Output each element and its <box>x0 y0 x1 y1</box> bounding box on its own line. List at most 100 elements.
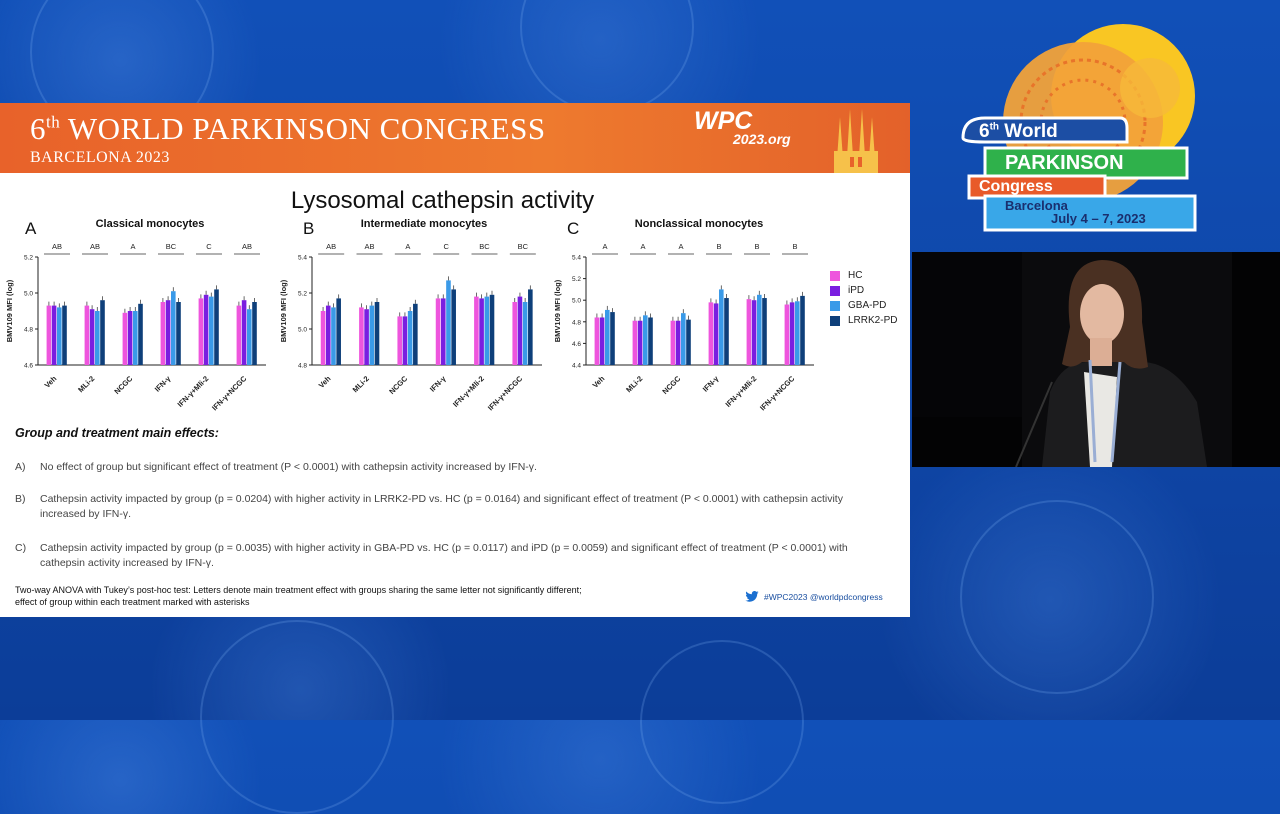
wpc-logo-text: WPC <box>694 107 753 135</box>
bar <box>528 289 533 365</box>
bar <box>325 305 331 365</box>
bar <box>605 309 610 365</box>
y-tick-label: 4.8 <box>572 319 581 326</box>
bar <box>374 302 380 365</box>
significance-letter: AB <box>242 242 252 251</box>
effect-key: B) <box>15 493 26 505</box>
congress-banner: 6th WORLD PARKINSON CONGRESS BARCELONA 2… <box>0 103 910 173</box>
effect-text: Cathepsin activity impacted by group (p … <box>40 542 848 569</box>
x-tick-label: IFN-γ+Mli-2 <box>176 374 211 409</box>
logo-line-congress: Congress <box>979 178 1053 195</box>
effect-key: C) <box>15 542 27 554</box>
bar <box>713 303 719 365</box>
bar <box>397 316 403 365</box>
y-tick-label: 4.4 <box>572 363 581 370</box>
bar <box>746 299 752 365</box>
y-tick-label: 4.8 <box>24 327 33 334</box>
bar <box>724 298 729 365</box>
significance-letter: AB <box>326 242 336 251</box>
y-tick-label: 5.0 <box>572 298 581 305</box>
logo-ordinal-suffix: th <box>989 121 1000 133</box>
y-tick-label: 5.2 <box>572 276 581 283</box>
x-tick-label: Veh <box>591 374 607 390</box>
bar <box>176 302 181 365</box>
panel-letter-b: B <box>303 219 315 238</box>
bar <box>336 298 341 365</box>
chart-legend: HC iPD GBA-PD LRRK2-PD <box>830 268 897 328</box>
legend-swatch-lrrk2-pd <box>830 315 840 326</box>
legend-label-ipd: iPD <box>848 285 865 296</box>
legend-item-lrrk2-pd: LRRK2-PD <box>830 313 897 328</box>
y-tick-label: 4.8 <box>298 363 307 370</box>
x-tick-label: IFN-γ <box>428 373 448 393</box>
bar <box>160 302 166 365</box>
logo-ordinal: 6 <box>979 121 990 142</box>
y-tick-label: 5.2 <box>298 291 307 298</box>
bar <box>203 294 209 365</box>
footnote-line: Two-way ANOVA with Tukey’s post-hoc test… <box>15 585 582 595</box>
bar <box>364 309 369 365</box>
slide-title: Lysosomal cathepsin activity <box>290 187 595 214</box>
bar <box>214 289 219 365</box>
significance-letter: C <box>206 242 212 251</box>
legend-item-gba-pd: GBA-PD <box>830 298 897 313</box>
bar <box>789 302 795 365</box>
y-axis-label: BMV109 MFI (log) <box>279 279 288 342</box>
x-tick-label: IFN-γ <box>153 373 173 393</box>
bar <box>517 296 523 365</box>
x-tick-label: MLi-2 <box>351 374 371 394</box>
twitter-bird-icon <box>745 591 759 602</box>
bar-charts: Classical monocytes BMV109 MFI (log) 4.6 4.… <box>5 218 814 413</box>
logo-graphic <box>961 24 1197 232</box>
significance-letter: AB <box>52 242 62 251</box>
significance-letter: BC <box>479 242 490 251</box>
background-rosette <box>520 0 694 114</box>
banner-ordinal-suffix: th <box>46 112 61 132</box>
y-tick-label: 4.6 <box>572 341 581 348</box>
panel-letter-c: C <box>567 219 580 238</box>
bar <box>138 303 143 365</box>
bar <box>95 311 100 365</box>
bar <box>165 300 171 365</box>
background-rosette <box>960 500 1154 694</box>
x-tick-label: Veh <box>317 374 333 390</box>
significance-letter: B <box>716 242 721 251</box>
statistics-footnote: Two-way ANOVA with Tukey’s post-hoc test… <box>15 584 705 608</box>
bar <box>643 315 648 365</box>
bar <box>252 302 257 365</box>
legend-label-hc: HC <box>848 270 863 281</box>
significance-letter: A <box>405 242 410 251</box>
bar <box>610 312 615 365</box>
bar <box>446 280 451 365</box>
x-tick-label: NCGC <box>387 374 409 396</box>
bar <box>594 317 600 365</box>
effect-c: C) Cathepsin activity impacted by group … <box>15 541 895 573</box>
panel-letter-a: A <box>25 219 37 238</box>
y-tick-label: 5.2 <box>24 255 33 262</box>
bar <box>320 311 326 365</box>
x-tick-label: IFN-γ+NCGC <box>486 374 525 413</box>
bar <box>198 298 204 365</box>
legend-item-ipd: iPD <box>830 283 897 298</box>
legend-swatch-gba-pd <box>830 300 840 311</box>
bar <box>57 307 62 365</box>
bar <box>51 305 57 365</box>
bar <box>247 309 252 365</box>
y-axis-label: BMV109 MFI (log) <box>5 279 14 342</box>
x-tick-label: IFN-γ+Mli-2 <box>724 374 759 409</box>
bar <box>440 298 446 365</box>
bar <box>484 296 490 365</box>
y-tick-label: 5.0 <box>24 291 33 298</box>
bar <box>407 311 413 365</box>
social-handle: #WPC2023 @worldpdcongress <box>745 591 883 602</box>
bar <box>451 289 456 365</box>
bar <box>474 296 479 365</box>
significance-letter: B <box>754 242 759 251</box>
significance-letter: AB <box>90 242 100 251</box>
bar <box>122 312 128 365</box>
bar <box>209 296 214 365</box>
x-tick-label: IFN-γ+NCGC <box>758 374 797 413</box>
significance-letter: C <box>443 242 449 251</box>
effect-b: B) Cathepsin activity impacted by group … <box>15 492 895 524</box>
significance-letter: A <box>640 242 645 251</box>
